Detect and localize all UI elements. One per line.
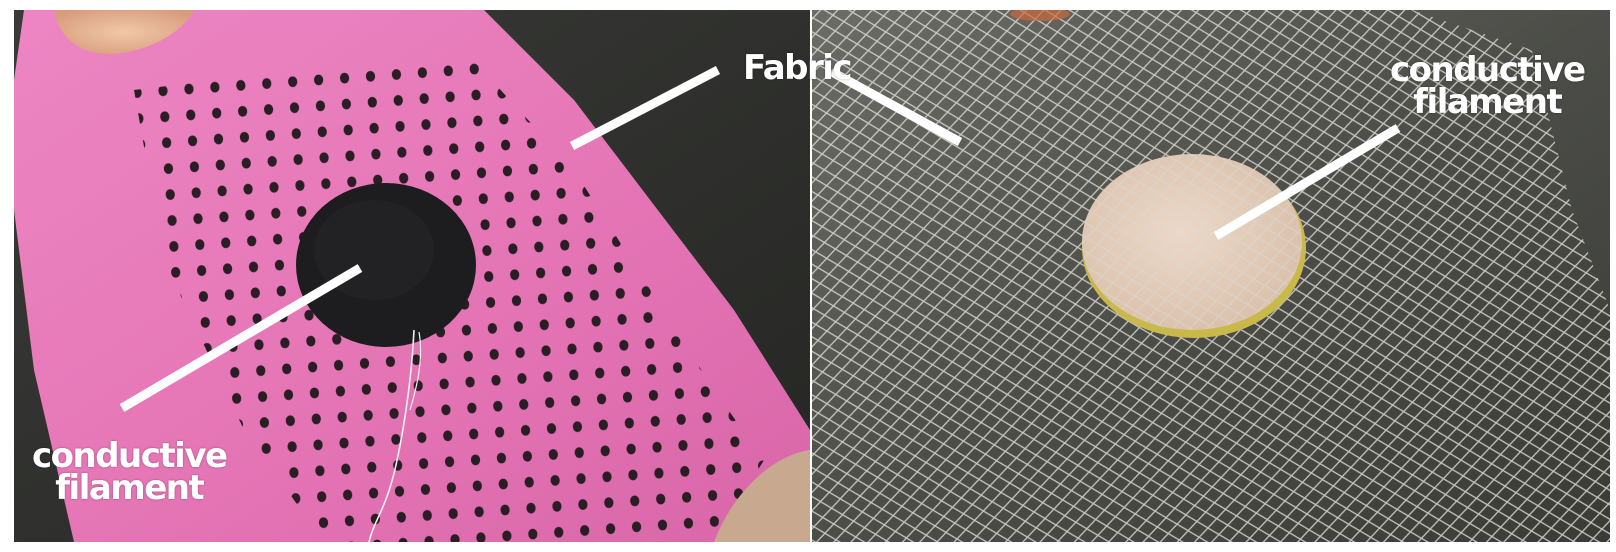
fabric-label: Fabric xyxy=(743,48,853,88)
right-filament-label: conductive filament xyxy=(1390,50,1586,122)
left-filament-label-line2: filament xyxy=(55,468,204,508)
right-photo xyxy=(812,10,1610,542)
right-filament-label-line2: filament xyxy=(1413,82,1562,122)
left-filament-label: conductive filament xyxy=(32,436,228,508)
right-filament-label-line1: conductive xyxy=(1390,50,1586,90)
right-photo-illustration xyxy=(812,10,1610,542)
left-filament-label-line1: conductive xyxy=(32,436,228,476)
fabric-label-text: Fabric xyxy=(743,48,853,88)
